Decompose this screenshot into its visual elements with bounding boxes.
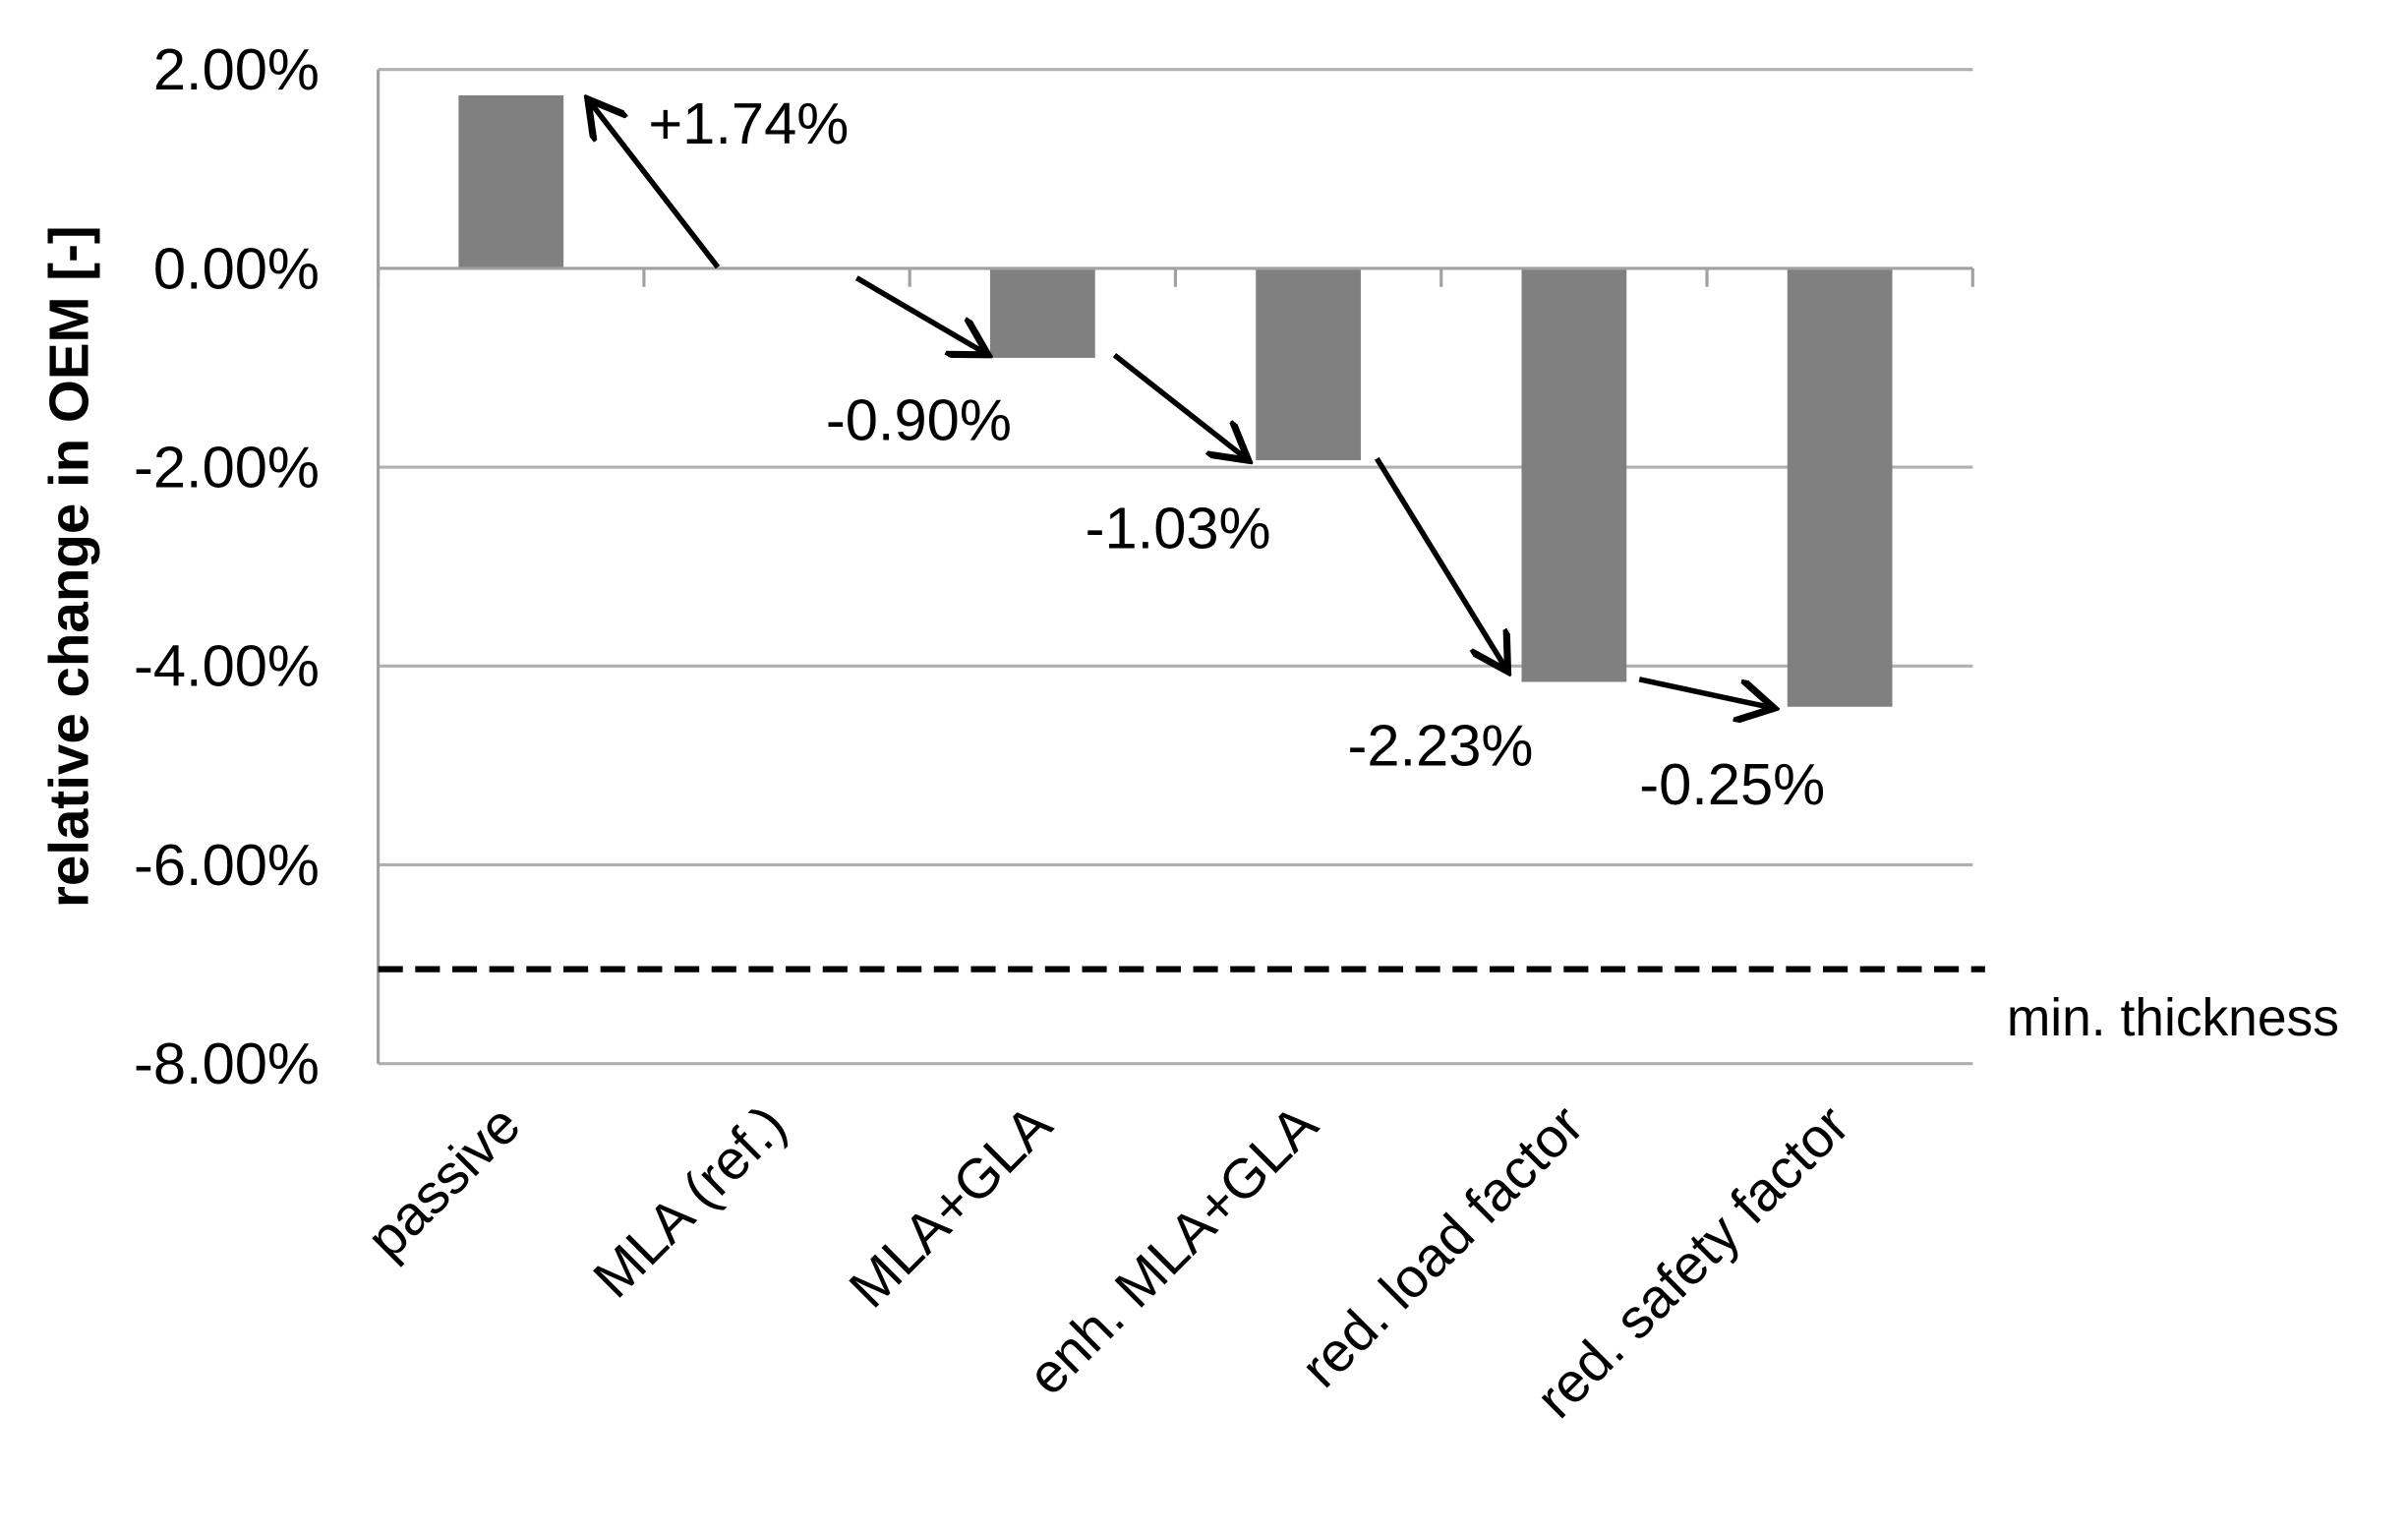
category-label: enh. MLA+GLA bbox=[1016, 1092, 1329, 1406]
bar bbox=[989, 267, 1095, 358]
bar bbox=[1521, 267, 1627, 682]
step-label: -0.90% bbox=[826, 386, 1012, 452]
y-tick-label: 0.00% bbox=[153, 235, 320, 301]
category-label: passive bbox=[355, 1093, 532, 1270]
y-axis-label: relative change in OEM [-] bbox=[37, 225, 99, 908]
y-tick-label: -6.00% bbox=[134, 832, 320, 898]
step-label: -1.03% bbox=[1086, 495, 1271, 560]
step-arrow bbox=[1374, 456, 1504, 667]
category-label: red. load factor bbox=[1289, 1093, 1595, 1399]
step-label: -2.23% bbox=[1347, 713, 1533, 779]
y-tick-label: 2.00% bbox=[153, 36, 320, 102]
step-arrow bbox=[1638, 677, 1769, 707]
step-arrow bbox=[591, 103, 721, 269]
category-label: MLA (ref.) bbox=[581, 1093, 797, 1310]
step-arrow bbox=[854, 275, 983, 352]
y-tick-label: -4.00% bbox=[134, 633, 320, 699]
bar bbox=[1256, 267, 1361, 461]
step-label: -0.25% bbox=[1639, 751, 1825, 817]
step-label: +1.74% bbox=[648, 90, 849, 156]
min-thickness-label: min. thickness bbox=[2007, 989, 2339, 1047]
bar bbox=[1787, 267, 1893, 707]
bar bbox=[458, 94, 564, 268]
y-tick-label: -8.00% bbox=[134, 1031, 320, 1096]
category-label: MLA+GLA bbox=[837, 1092, 1063, 1319]
step-arrow bbox=[1112, 352, 1244, 457]
y-tick-label: -2.00% bbox=[134, 435, 320, 501]
